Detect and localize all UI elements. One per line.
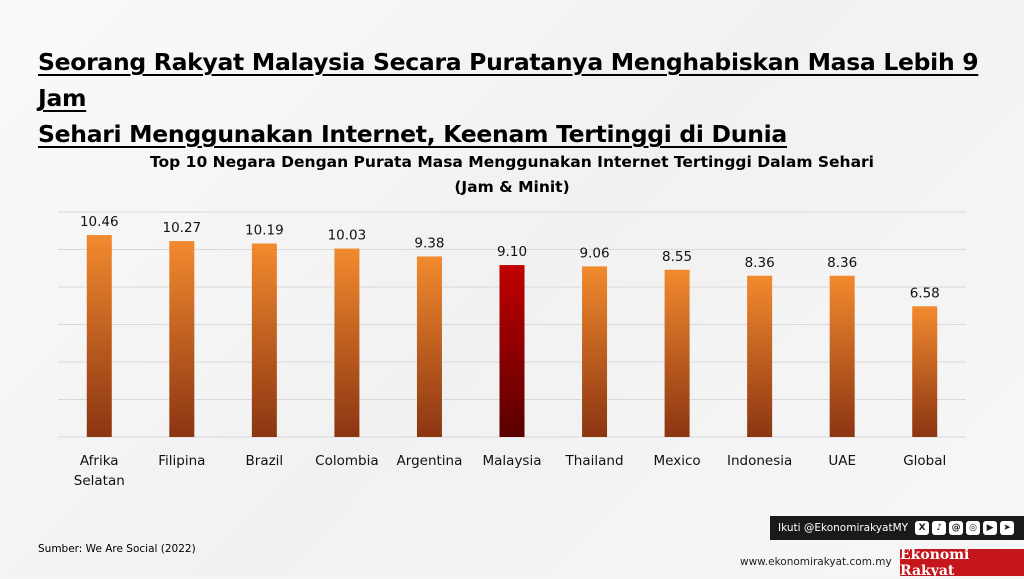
bar: [86, 235, 112, 437]
bar: [582, 266, 608, 437]
threads-icon[interactable]: @: [949, 521, 964, 535]
bar: [747, 275, 773, 437]
bar-value-label: 9.10: [497, 244, 527, 260]
bar: [416, 256, 442, 437]
category-label: Mexico: [654, 453, 701, 469]
category-label: Brazil: [246, 453, 284, 469]
bar: [169, 241, 195, 437]
bar: [334, 248, 360, 437]
bar-value-label: 10.27: [162, 220, 201, 236]
category-label: Filipina: [158, 453, 205, 469]
chart-value-labels: 10.46 10.27 10.19 10.03 9.38 9.10 9.06 8.55 8.36…: [80, 214, 940, 301]
source-note: Sumber: We Are Social (2022): [38, 543, 196, 555]
tiktok-icon[interactable]: ♪: [932, 521, 947, 535]
category-label: Afrika Selatan: [74, 453, 125, 489]
social-bar: Ikuti @EkonomirakyatMY X ♪ @ ◎ ▶ ➤: [770, 516, 1024, 540]
chart-gridlines: [58, 211, 966, 438]
bar-value-label: 8.36: [745, 255, 775, 271]
bar: [829, 275, 855, 437]
bar-value-label: 9.38: [414, 235, 444, 251]
headline-line-1: Seorang Rakyat Malaysia Secara Puratanya…: [38, 48, 979, 112]
category-label: Colombia: [315, 453, 378, 469]
bar-value-label: 8.55: [662, 249, 692, 265]
website-link[interactable]: www.ekonomirakyat.com.my: [740, 556, 892, 568]
chart-bars: [86, 235, 938, 437]
youtube-icon[interactable]: ▶: [983, 521, 998, 535]
telegram-icon[interactable]: ➤: [1000, 521, 1015, 535]
bar-value-label: 10.03: [328, 228, 367, 244]
instagram-icon[interactable]: ◎: [966, 521, 981, 535]
headline-line-2: Sehari Menggunakan Internet, Keenam Tert…: [38, 120, 787, 148]
bar-value-label: 8.36: [827, 255, 857, 271]
category-label: Global: [903, 453, 946, 469]
chart-subtitle: (Jam & Minit): [454, 178, 570, 196]
category-label: Indonesia: [727, 453, 792, 469]
page-headline: Seorang Rakyat Malaysia Secara Puratanya…: [38, 44, 998, 152]
bar: [664, 269, 690, 437]
category-label: Malaysia: [483, 453, 542, 469]
chart-title: Top 10 Negara Dengan Purata Masa Menggun…: [150, 153, 874, 171]
bar: [251, 243, 277, 437]
chart-category-labels: Afrika Selatan Filipina Brazil Colombia Argen…: [74, 453, 947, 489]
category-label: Argentina: [397, 453, 463, 469]
x-icon[interactable]: X: [915, 521, 930, 535]
category-label: UAE: [828, 453, 856, 469]
brand-logo: Ekonomi Rakyat: [900, 547, 1024, 579]
social-handle: Ikuti @EkonomirakyatMY: [778, 522, 909, 534]
bar-value-label: 10.46: [80, 214, 119, 230]
bar: [499, 265, 525, 437]
bar: [912, 306, 938, 437]
category-label: Thailand: [565, 453, 624, 469]
bar-value-label: 10.19: [245, 223, 284, 239]
bar-value-label: 6.58: [910, 285, 940, 301]
bar-value-label: 9.06: [580, 245, 610, 261]
chart-title-block: Top 10 Negara Dengan Purata Masa Menggun…: [0, 150, 1024, 200]
